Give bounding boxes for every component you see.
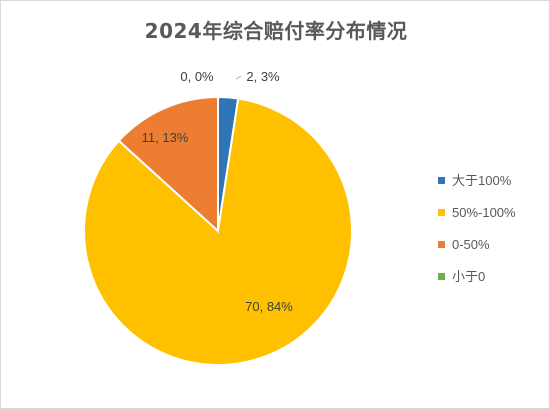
- legend-swatch-2: [438, 241, 445, 248]
- data-label-3: 0, 0%: [180, 69, 214, 84]
- legend-swatch-1: [438, 209, 445, 216]
- leader-line-0: [235, 75, 242, 80]
- legend-label-3: 小于0: [452, 269, 485, 284]
- legend-label-2: 0-50%: [452, 237, 490, 252]
- data-label-1: 70, 84%: [245, 299, 293, 314]
- legend-swatch-3: [438, 273, 445, 280]
- legend-label-1: 50%-100%: [452, 205, 516, 220]
- chart-title: 2024年综合赔付率分布情况: [144, 19, 408, 43]
- data-label-2: 11, 13%: [142, 130, 189, 145]
- data-label-0: 2, 3%: [246, 69, 280, 84]
- legend-swatch-0: [438, 177, 445, 184]
- pie-slice-2: [117, 95, 219, 234]
- legend-label-0: 大于100%: [452, 173, 512, 188]
